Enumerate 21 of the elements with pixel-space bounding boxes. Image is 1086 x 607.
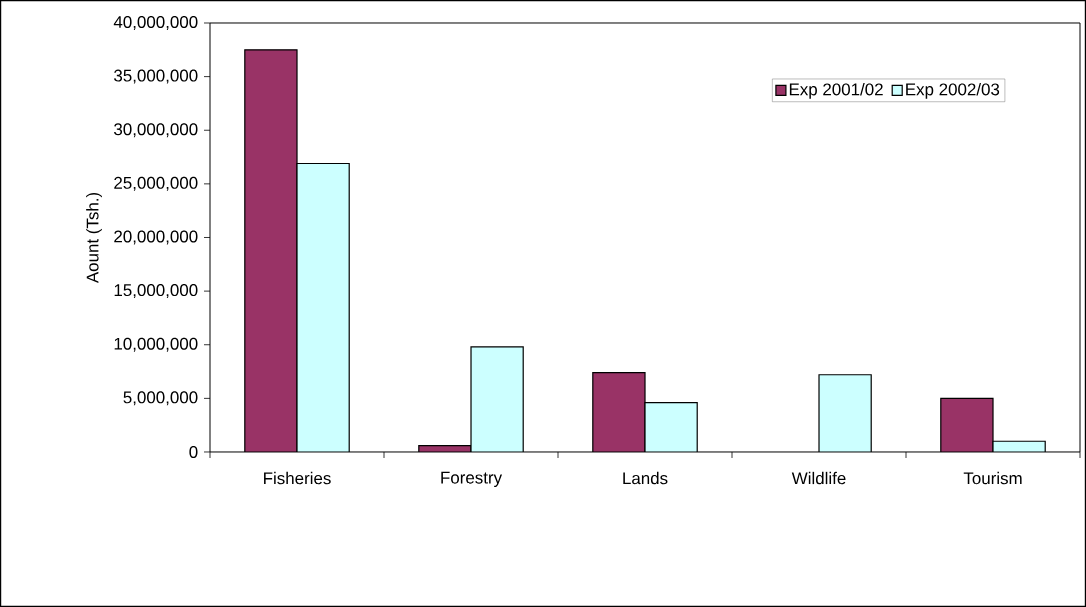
- legend-label: Exp 2002/03: [906, 82, 1000, 99]
- bar: [644, 402, 698, 452]
- x-tick-label: Tourism: [963, 471, 1022, 485]
- y-tick-label: 10,000,000: [114, 337, 198, 352]
- y-tick-label: 35,000,000: [114, 69, 198, 84]
- y-tick-label: 5,000,000: [123, 391, 198, 406]
- legend-label: Exp 2001/02: [789, 82, 883, 99]
- bar: [470, 346, 524, 452]
- y-tick-label: 25,000,000: [114, 176, 198, 191]
- bar: [296, 162, 350, 452]
- x-tick-label: Wildlife: [791, 471, 846, 485]
- y-tick-label: 20,000,000: [114, 230, 198, 245]
- y-axis-title: Aount (Tsh.): [86, 192, 102, 284]
- bar: [818, 374, 872, 452]
- x-tick-label: Fisheries: [264, 471, 331, 485]
- x-tick-label: Forestry: [441, 471, 503, 487]
- y-tick-label: 40,000,000: [113, 15, 198, 30]
- y-tick-label: 15,000,000: [114, 284, 198, 299]
- x-tick-label: Lands: [623, 471, 668, 485]
- y-tick-label: 0: [189, 445, 198, 458]
- y-tick-label: 30,000,000: [114, 123, 198, 138]
